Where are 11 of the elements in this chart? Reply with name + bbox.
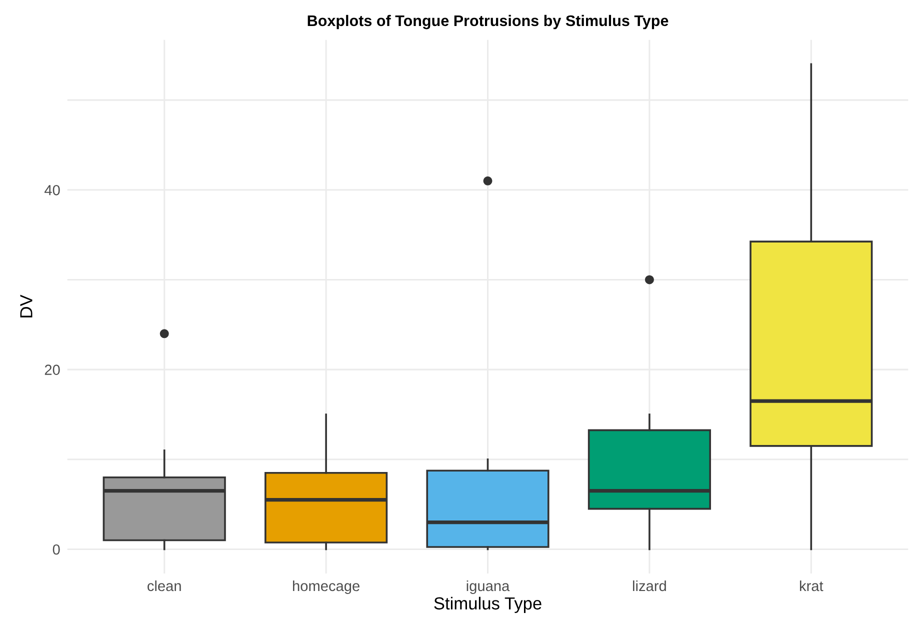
x-tick-label: clean — [148, 580, 181, 592]
x-tick-label: krat — [800, 580, 824, 592]
y-tick-label: 20 — [44, 364, 60, 375]
x-tick-label: homecage — [293, 580, 360, 594]
chart-title: Boxplots of Tongue Protrusions by Stimulus Type — [308, 14, 668, 30]
y-tick-label: 0 — [52, 544, 60, 555]
y-axis-title: DV — [20, 294, 32, 318]
x-axis-title: Stimulus Type — [434, 596, 542, 613]
x-tick-label: iguana — [466, 580, 510, 594]
y-tick-label: 40 — [44, 185, 60, 196]
x-tick-label: lizard — [633, 580, 666, 592]
